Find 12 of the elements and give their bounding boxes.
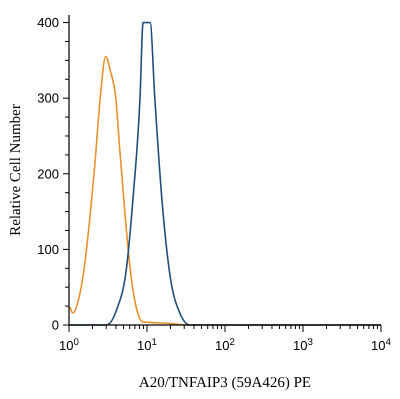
x-tick-label: 10$^{4}$ [371,336,392,353]
x-tick-label: 10$^{1}$ [137,336,157,353]
x-tick-label: 10$^{0}$ [59,336,80,353]
x-axis-title: A20/TNFAIP3 (59A426) PE [138,375,312,391]
y-tick-label: 400 [37,15,59,30]
y-tick-label: 300 [37,90,59,106]
y-tick-label: 0 [52,318,59,333]
x-tick-label: 10$^{3}$ [293,336,313,353]
x-tick-label: 10$^{2}$ [215,336,235,353]
y-tick-label: 200 [37,166,59,182]
y-axis-title: Relative Cell Number [8,104,24,236]
y-tick-label: 100 [37,242,59,257]
